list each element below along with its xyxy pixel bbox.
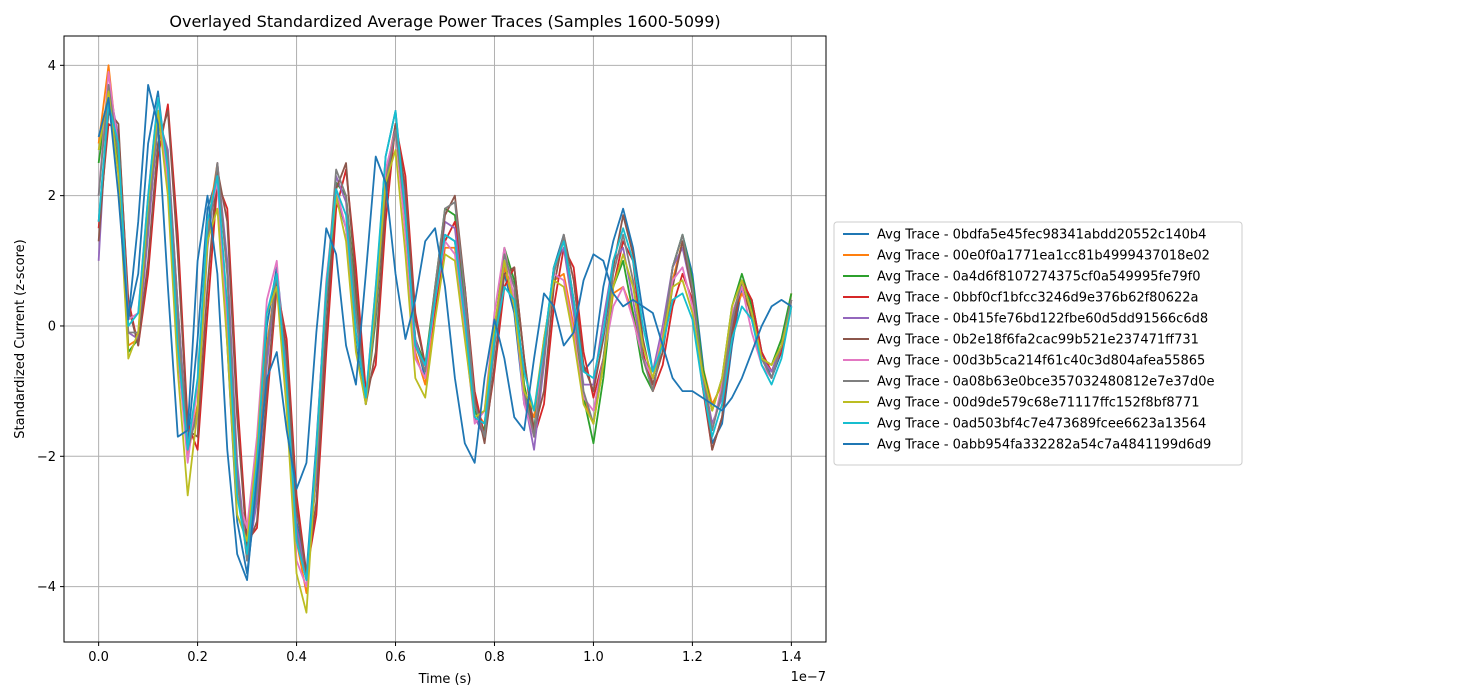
- x-tick-label: 1.4: [781, 650, 802, 665]
- y-tick-label: 0: [48, 319, 56, 334]
- legend-label: Avg Trace - 0ad503bf4c7e473689fcee6623a1…: [877, 417, 1206, 432]
- legend-label: Avg Trace - 00e0f0a1771ea1cc81b499943701…: [877, 249, 1210, 264]
- y-tick-label: −2: [37, 450, 56, 465]
- x-tick-label: 0.8: [484, 650, 505, 665]
- x-tick-label: 0.2: [187, 650, 208, 665]
- legend-item: Avg Trace - 0a4d6f8107274375cf0a549995fe…: [843, 270, 1201, 285]
- plot-frame: [63, 35, 827, 643]
- x-tick-label: 1.0: [583, 650, 604, 665]
- y-tick-label: 2: [48, 189, 56, 204]
- series-layer: [97, 64, 793, 614]
- legend-item: Avg Trace - 00e0f0a1771ea1cc81b499943701…: [843, 249, 1210, 264]
- legend-item: Avg Trace - 0b2e18f6fa2cac99b521e237471f…: [843, 333, 1199, 348]
- y-tick-label: −4: [37, 580, 56, 595]
- legend-label: Avg Trace - 0bbf0cf1bfcc3246d9e376b62f80…: [877, 291, 1199, 306]
- legend-label: Avg Trace - 00d3b5ca214f61c40c3d804afea5…: [877, 354, 1205, 369]
- legend-item: Avg Trace - 0abb954fa332282a54c7a4841199…: [843, 438, 1211, 453]
- x-tick-label: 0.4: [286, 650, 307, 665]
- series-line-11: [97, 83, 792, 581]
- legend-label: Avg Trace - 0abb954fa332282a54c7a4841199…: [877, 438, 1211, 453]
- x-tick-label: 0.6: [385, 650, 406, 665]
- legend-item: Avg Trace - 0ad503bf4c7e473689fcee6623a1…: [843, 417, 1206, 432]
- legend-items: Avg Trace - 0bdfa5e45fec98341abdd20552c1…: [843, 228, 1214, 453]
- y-axis-label: Standardized Current (z-score): [13, 239, 28, 439]
- legend: Avg Trace - 0bdfa5e45fec98341abdd20552c1…: [833, 221, 1243, 466]
- legend-item: Avg Trace - 0b415fe76bd122fbe60d5dd91566…: [843, 312, 1208, 327]
- x-axis-label: Time (s): [418, 672, 472, 687]
- x-tick-label: 1.2: [682, 650, 703, 665]
- series-line-9: [97, 90, 793, 614]
- legend-item: Avg Trace - 00d9de579c68e71117ffc152f8bf…: [843, 396, 1200, 411]
- legend-label: Avg Trace - 0b415fe76bd122fbe60d5dd91566…: [877, 312, 1208, 327]
- chart-title: Overlayed Standardized Average Power Tra…: [169, 12, 720, 31]
- legend-label: Avg Trace - 0a08b63e0bce357032480812e7e3…: [877, 375, 1214, 390]
- legend-label: Avg Trace - 00d9de579c68e71117ffc152f8bf…: [877, 396, 1200, 411]
- y-tick-label: 4: [48, 59, 56, 74]
- x-axis-offset-text: 1e−7: [791, 670, 826, 685]
- legend-label: Avg Trace - 0a4d6f8107274375cf0a549995fe…: [877, 270, 1201, 285]
- tick-layer: 0.0 0.2 0.4 0.6 0.8 1.0 1.2 1.4 −4 −2 0 2 4: [37, 59, 802, 665]
- x-tick-label: 0.0: [88, 650, 109, 665]
- legend-box: [833, 221, 1243, 466]
- legend-label: Avg Trace - 0b2e18f6fa2cac99b521e237471f…: [877, 333, 1199, 348]
- legend-item: Avg Trace - 0bdfa5e45fec98341abdd20552c1…: [843, 228, 1206, 243]
- legend-item: Avg Trace - 0bbf0cf1bfcc3246d9e376b62f80…: [843, 291, 1199, 306]
- legend-label: Avg Trace - 0bdfa5e45fec98341abdd20552c1…: [877, 228, 1206, 243]
- legend-item: Avg Trace - 0a08b63e0bce357032480812e7e3…: [843, 375, 1214, 390]
- series-line-10: [97, 97, 793, 581]
- legend-item: Avg Trace - 00d3b5ca214f61c40c3d804afea5…: [843, 354, 1205, 369]
